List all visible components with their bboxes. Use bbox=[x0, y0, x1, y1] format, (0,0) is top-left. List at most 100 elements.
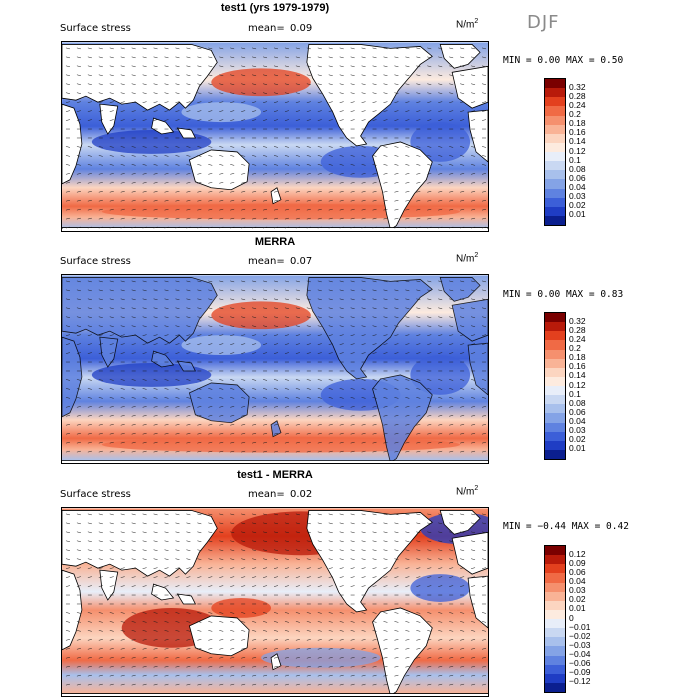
colorbar-swatch bbox=[545, 206, 565, 216]
colorbar-tick-label: 0.32 bbox=[569, 81, 586, 92]
colorbar-tick-label: −0.01 bbox=[569, 621, 591, 632]
colorbar-tick-label: 0.02 bbox=[569, 594, 586, 605]
colorbar bbox=[544, 312, 566, 460]
mean-value: 0.07 bbox=[290, 256, 313, 267]
colorbar-swatch bbox=[545, 133, 565, 143]
colorbar-tick-label: 0.18 bbox=[569, 352, 586, 363]
colorbar-swatch bbox=[545, 395, 565, 405]
colorbar-swatch bbox=[545, 422, 565, 432]
colorbar-swatch bbox=[545, 646, 565, 656]
colorbar-tick-label: −0.06 bbox=[569, 658, 591, 669]
colorbar-swatch bbox=[545, 591, 565, 601]
colorbar-tick-label: 0.08 bbox=[569, 397, 586, 408]
colorbar-tick-label: 0.01 bbox=[569, 603, 586, 614]
colorbar-swatch bbox=[545, 637, 565, 647]
colorbar-swatch bbox=[545, 88, 565, 98]
mean-label: mean= bbox=[248, 489, 285, 500]
colorbar-tick-label: 0 bbox=[569, 612, 574, 623]
units-label: N/m2 bbox=[456, 252, 479, 265]
colorbar bbox=[544, 545, 566, 693]
colorbar-tick-label: 0.06 bbox=[569, 406, 586, 417]
units-label: N/m2 bbox=[456, 18, 479, 31]
colorbar-tick-label: 0.09 bbox=[569, 557, 586, 568]
variable-label: Surface stress bbox=[60, 23, 131, 34]
colorbar-swatch bbox=[545, 673, 565, 683]
colorbar-swatch bbox=[545, 349, 565, 359]
colorbar-tick-label: 0.06 bbox=[569, 172, 586, 183]
surface-stress-map bbox=[61, 41, 489, 232]
colorbar-tick-label: 0.04 bbox=[569, 576, 586, 586]
colorbar-swatch bbox=[545, 79, 565, 89]
colorbar-tick-label: 0.16 bbox=[569, 127, 586, 138]
colorbar-swatch bbox=[545, 97, 565, 107]
colorbar-tick-label: 0.28 bbox=[569, 324, 586, 335]
colorbar-swatch bbox=[545, 331, 565, 341]
wind-stress-vectors bbox=[65, 47, 487, 229]
colorbar-swatch bbox=[545, 179, 565, 189]
colorbar-tick-label: 0.16 bbox=[569, 361, 586, 372]
colorbar-swatch bbox=[545, 152, 565, 162]
colorbar-tick-label: 0.02 bbox=[569, 434, 586, 445]
colorbar-swatch bbox=[545, 358, 565, 368]
colorbar-tick-label: 0.04 bbox=[569, 416, 586, 426]
colorbar-swatch bbox=[545, 367, 565, 377]
colorbar-tick-label: 0.1 bbox=[569, 154, 581, 165]
colorbar-swatch bbox=[545, 197, 565, 207]
colorbar-swatch bbox=[545, 215, 565, 225]
colorbar-swatch bbox=[545, 609, 565, 619]
colorbar-tick-label: 0.12 bbox=[569, 379, 586, 390]
colorbar-swatch bbox=[545, 404, 565, 414]
colorbar-swatch bbox=[545, 546, 565, 556]
colorbar-tick-label: 0.06 bbox=[569, 566, 586, 577]
colorbar-swatch bbox=[545, 628, 565, 638]
colorbar-swatch bbox=[545, 313, 565, 323]
colorbar-tick-label: 0.14 bbox=[569, 136, 586, 147]
colorbar-tick-label: 0.03 bbox=[569, 585, 586, 596]
colorbar-tick-label: 0.04 bbox=[569, 182, 586, 192]
colorbar-tick-label: 0.2 bbox=[569, 343, 581, 353]
colorbar-tick-label: 0.12 bbox=[569, 548, 586, 559]
colorbar-tick-label: 0.2 bbox=[569, 109, 581, 119]
colorbar-swatch bbox=[545, 142, 565, 152]
colorbar-tick-label: 0.03 bbox=[569, 191, 586, 202]
panel-title: test1 - MERRA bbox=[237, 469, 313, 481]
colorbar-tick-label: 0.03 bbox=[569, 425, 586, 436]
colorbar-tick-label: −0.04 bbox=[569, 649, 591, 659]
mean-label: mean= bbox=[248, 23, 285, 34]
mean-label: mean= bbox=[248, 256, 285, 267]
min-max-readout: MIN = 0.00 MAX = 0.50 bbox=[503, 55, 624, 66]
colorbar bbox=[544, 78, 566, 226]
units-label: N/m2 bbox=[456, 485, 479, 498]
colorbar-swatch bbox=[545, 386, 565, 396]
colorbar-swatch bbox=[545, 413, 565, 423]
colorbar-swatch bbox=[545, 431, 565, 441]
colorbar-swatch bbox=[545, 600, 565, 610]
colorbar-tick-label: 0.12 bbox=[569, 145, 586, 156]
min-max-readout: MIN = −0.44 MAX = 0.42 bbox=[503, 521, 629, 532]
colorbar-swatch bbox=[545, 555, 565, 565]
colorbar-tick-label: 0.24 bbox=[569, 333, 586, 344]
colorbar-swatch bbox=[545, 188, 565, 198]
colorbar-swatch bbox=[545, 664, 565, 674]
colorbar-tick-label: 0.08 bbox=[569, 163, 586, 174]
colorbar-swatch bbox=[545, 170, 565, 180]
colorbar-tick-label: −0.12 bbox=[569, 676, 591, 687]
colorbar-tick-label: 0.32 bbox=[569, 315, 586, 326]
season-label: DJF bbox=[527, 12, 560, 33]
colorbar-swatch bbox=[545, 449, 565, 459]
colorbar-swatch bbox=[545, 655, 565, 665]
colorbar-swatch bbox=[545, 322, 565, 332]
colorbar-tick-label: −0.03 bbox=[569, 639, 591, 650]
mean-value: 0.09 bbox=[290, 23, 313, 34]
colorbar-tick-label: −0.02 bbox=[569, 630, 591, 641]
surface-stress-difference-map bbox=[61, 507, 489, 697]
colorbar-swatch bbox=[545, 340, 565, 350]
panel-title: test1 (yrs 1979-1979) bbox=[220, 2, 330, 14]
colorbar-tick-label: 0.01 bbox=[569, 209, 586, 220]
colorbar-swatch bbox=[545, 376, 565, 386]
colorbar-swatch bbox=[545, 564, 565, 574]
colorbar-tick-label: 0.14 bbox=[569, 370, 586, 381]
wind-stress-vectors bbox=[65, 513, 487, 686]
min-max-readout: MIN = 0.00 MAX = 0.83 bbox=[503, 289, 624, 300]
surface-stress-map bbox=[61, 274, 489, 464]
